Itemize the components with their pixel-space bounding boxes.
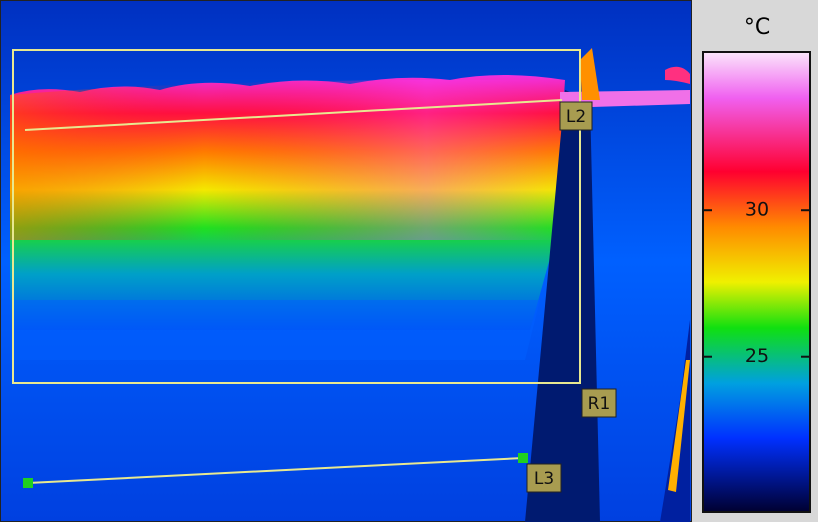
line-end — [23, 478, 33, 488]
label-text: L2 — [566, 107, 586, 127]
line-end — [518, 453, 528, 463]
label-l2: L2 — [560, 102, 592, 130]
tick-label: 25 — [745, 345, 769, 367]
label-r1: R1 — [582, 389, 616, 417]
thermal-image — [0, 0, 692, 522]
label-text: R1 — [588, 394, 611, 414]
tick-label: 30 — [745, 199, 769, 221]
label-text: L3 — [534, 469, 554, 489]
thermal-screenshot: L2 R1 L3 °C 25 30 — [0, 0, 818, 522]
color-bar — [703, 52, 810, 512]
unit: °C — [744, 15, 770, 40]
label-l3: L3 — [527, 464, 561, 492]
color-scale: °C — [692, 0, 818, 522]
